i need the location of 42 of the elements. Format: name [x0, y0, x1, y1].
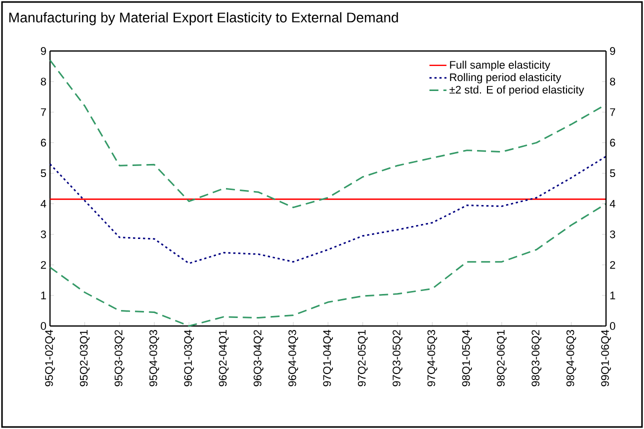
y2-tick-label: 1 [610, 292, 616, 300]
y-tick-label: 3 [40, 230, 46, 238]
legend-label: ±2 std. E of period elasticity [450, 86, 584, 96]
x-tick-label: 96Q3-04Q2 [254, 330, 264, 386]
chart-title: Manufacturing by Material Export Elasticity to External Demand [9, 12, 398, 26]
x-tick-label: 98Q1-05Q4 [462, 330, 472, 386]
y2-tick-label: 9 [610, 47, 616, 55]
y2-tick-label: 7 [610, 108, 616, 116]
y-tick-label: 1 [41, 292, 46, 300]
y-tick-label: 8 [40, 78, 46, 86]
y-tick-label: 7 [40, 108, 46, 116]
y2-tick-label: 4 [610, 200, 616, 208]
x-tick-label: 95Q2-03Q1 [80, 330, 90, 386]
x-tick-label: 96Q1-03Q4 [184, 330, 194, 386]
legend-label: Rolling period elasticity [450, 73, 562, 84]
y2-tick-label: 8 [610, 78, 616, 86]
y2-tick-label: 0 [610, 322, 616, 330]
y-tick-label: 9 [40, 47, 46, 55]
x-tick-label: 99Q1-06Q4 [601, 330, 611, 386]
y-tick-label: 2 [40, 261, 46, 269]
y-tick-label: 6 [40, 138, 46, 147]
y-tick-label: 5 [40, 169, 46, 178]
line-series [49, 156, 607, 264]
x-tick-label: 97Q3-05Q2 [392, 330, 402, 386]
y2-tick-label: 6 [610, 138, 616, 147]
x-tick-label: 98Q2-06Q1 [496, 330, 507, 386]
x-tick-label: 98Q3-06Q2 [532, 330, 542, 386]
legend-label: Full sample elasticity [450, 60, 550, 71]
x-tick-label: 95Q4-03Q3 [149, 330, 160, 386]
y-tick-label: 4 [40, 200, 46, 208]
x-tick-label: 97Q2-05Q1 [358, 330, 368, 386]
x-tick-label: 96Q4-04Q3 [288, 330, 298, 386]
x-tick-label: 97Q4-05Q3 [427, 330, 438, 386]
y2-tick-label: 5 [610, 169, 616, 178]
x-tick-label: 96Q2-04Q1 [218, 330, 229, 386]
x-tick-label: 97Q1-04Q4 [323, 330, 333, 386]
y-tick-label: 0 [40, 322, 46, 330]
x-tick-label: 95Q3-03Q2 [114, 330, 124, 386]
x-tick-label: 98Q4-06Q3 [566, 330, 576, 386]
y2-tick-label: 3 [610, 230, 616, 238]
y2-tick-label: 2 [610, 261, 616, 269]
x-tick-label: 95Q1-02Q4 [45, 330, 55, 386]
